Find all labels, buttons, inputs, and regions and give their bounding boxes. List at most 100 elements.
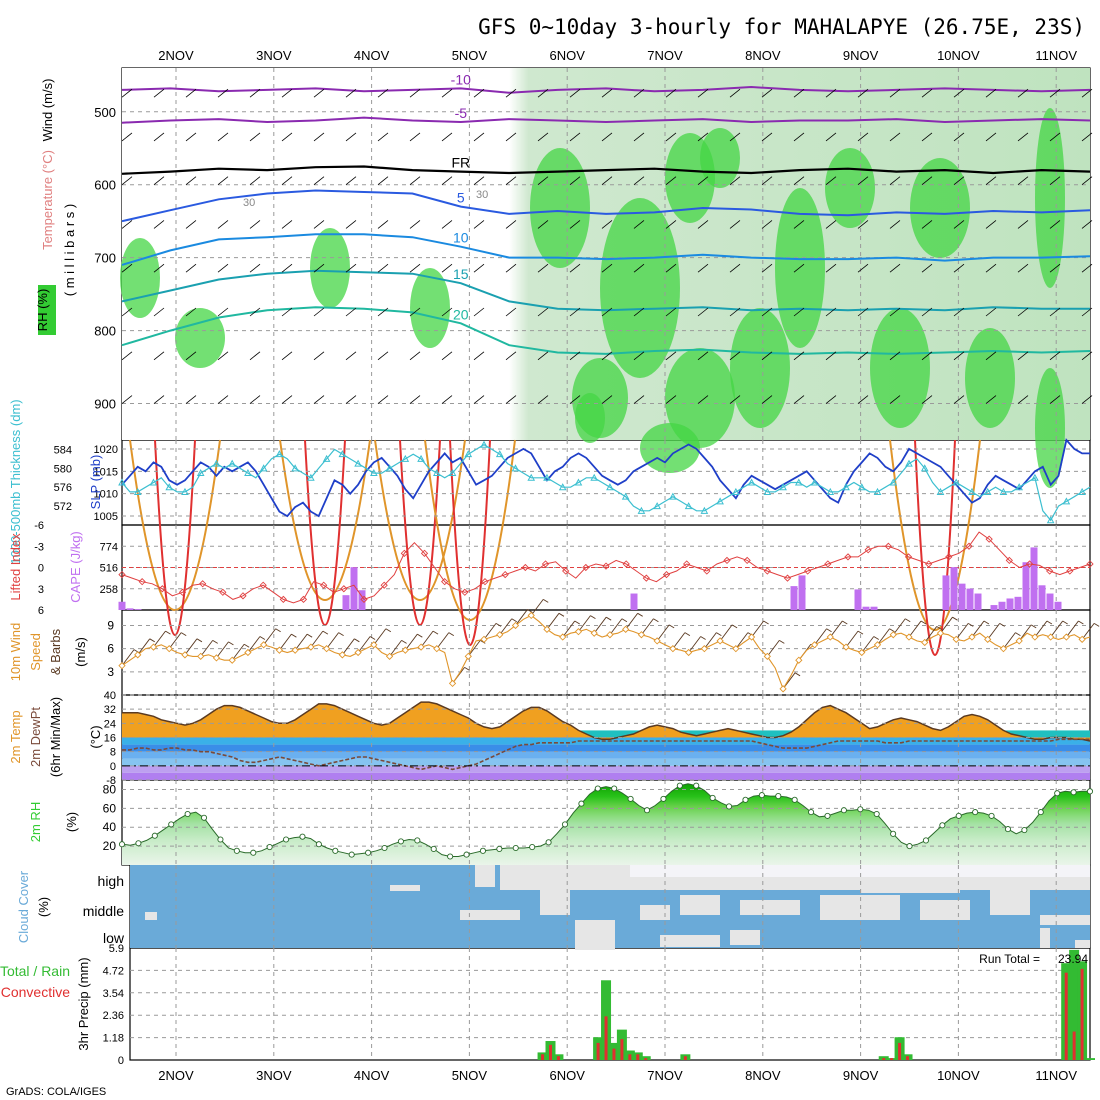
ylabel-wind: Wind (m/s)	[40, 79, 55, 142]
wind-barb	[665, 220, 677, 229]
rh-contour-fill	[665, 348, 735, 448]
wind-barb	[537, 395, 549, 404]
precip-convective-bar	[644, 1058, 648, 1060]
thickness-point	[873, 487, 882, 495]
rh-point	[758, 792, 765, 799]
thickness-point	[905, 459, 913, 467]
rh-point	[414, 837, 421, 844]
temp-tick: 40	[104, 690, 116, 702]
ylabel-rh-unit: (%)	[64, 812, 79, 832]
wind-barb-flag	[905, 618, 911, 623]
wind-barb	[633, 176, 645, 186]
rh-point	[643, 807, 651, 814]
precip-tick: 1.18	[103, 1033, 124, 1045]
wind-barb	[921, 395, 933, 404]
precip-convective-bar	[890, 1058, 894, 1060]
wind-barb	[281, 351, 293, 361]
cape-bar	[790, 586, 798, 610]
wind-barb	[1081, 176, 1093, 186]
cloud-patch	[475, 865, 495, 887]
wind-tick: 3	[107, 665, 114, 679]
thickness-point	[1015, 483, 1024, 491]
li-point	[199, 580, 207, 588]
date-label-bottom: 10NOV	[937, 1068, 980, 1083]
ylabel-wind-2: Speed	[28, 633, 43, 671]
wind-speed-point	[637, 631, 646, 639]
li-point	[521, 563, 529, 572]
wind-barb	[953, 263, 965, 273]
wind-barb	[537, 220, 549, 229]
wind-barb	[249, 88, 261, 98]
cape-bar	[1014, 596, 1022, 610]
pressure-tick: 800	[94, 324, 116, 339]
rh-point	[496, 845, 503, 852]
wind-speed-point	[622, 625, 630, 633]
wind-speed-point	[464, 652, 472, 661]
wind-barb-flag	[322, 630, 329, 635]
ylabel-slp: SLP (mb)	[88, 455, 103, 510]
wind-barb	[185, 132, 197, 142]
cloud-patch	[575, 920, 615, 950]
cloud-patch	[390, 885, 420, 891]
wind-barb	[761, 220, 773, 229]
wind-speed-point	[480, 635, 488, 644]
wind-barb	[825, 220, 837, 229]
wind-barb	[601, 88, 613, 98]
isotherm-line	[121, 116, 1091, 124]
cape-bar	[1006, 598, 1014, 610]
wind-barb-flag	[1093, 622, 1100, 627]
rh-point	[118, 841, 126, 848]
wind-speed-point	[370, 641, 378, 649]
wind-barb	[793, 220, 805, 229]
wind-barb	[249, 395, 261, 404]
wind-barb-flag	[967, 622, 974, 627]
wind-barb	[515, 609, 528, 626]
wind-barb	[719, 624, 733, 642]
cape-bar	[1038, 585, 1046, 610]
precip-convective-bar	[882, 1058, 886, 1060]
ylabel-cape: CAPE (J/kg)	[68, 531, 83, 603]
wind-barb	[1017, 88, 1029, 98]
slp-tick: 1010	[94, 489, 118, 501]
thickness-point	[999, 487, 1008, 495]
rh-point	[857, 806, 864, 813]
wind-speed-point	[763, 652, 771, 661]
wind-barb-flag	[668, 624, 675, 629]
run-total-value: 23.94	[1058, 952, 1088, 966]
rh-point	[529, 844, 536, 851]
date-label-bottom: 4NOV	[354, 1068, 390, 1083]
wind-barb	[200, 640, 214, 657]
thickness-point	[936, 487, 945, 495]
wind-barb	[665, 351, 677, 361]
wind-barb	[121, 88, 133, 98]
wind-barb	[665, 395, 677, 404]
wind-barb	[889, 88, 901, 98]
isotherm-25	[129, 439, 221, 611]
wind-barb	[985, 176, 997, 186]
wind-barb	[889, 263, 901, 273]
cape-bar	[966, 588, 974, 610]
ylabel-temp-4: (°C)	[88, 725, 103, 748]
wind-barb	[249, 351, 261, 361]
wind-speed-point	[275, 646, 284, 654]
thickness-point	[747, 478, 756, 486]
li-point	[320, 581, 328, 589]
thickness-point	[527, 473, 536, 481]
wind-barb	[377, 351, 389, 361]
precip-convective-bar	[1072, 1031, 1076, 1060]
wind-speed-point	[921, 638, 929, 647]
wind-barb	[569, 395, 581, 404]
wind-barb	[537, 132, 549, 142]
rh-contour-fill	[310, 228, 350, 308]
wind-tick: 6	[107, 642, 114, 656]
wind-speed-point	[905, 633, 913, 641]
wind-barb	[1050, 620, 1064, 638]
rh-30-label: 30	[476, 189, 488, 201]
li-point	[723, 556, 731, 565]
thickness-point	[354, 459, 362, 467]
precip-tick: 0	[118, 1055, 124, 1067]
li-point	[1025, 560, 1034, 568]
wind-barb	[987, 623, 1001, 640]
thickness-tick: 584	[54, 444, 72, 456]
isotherm-30	[449, 439, 491, 646]
